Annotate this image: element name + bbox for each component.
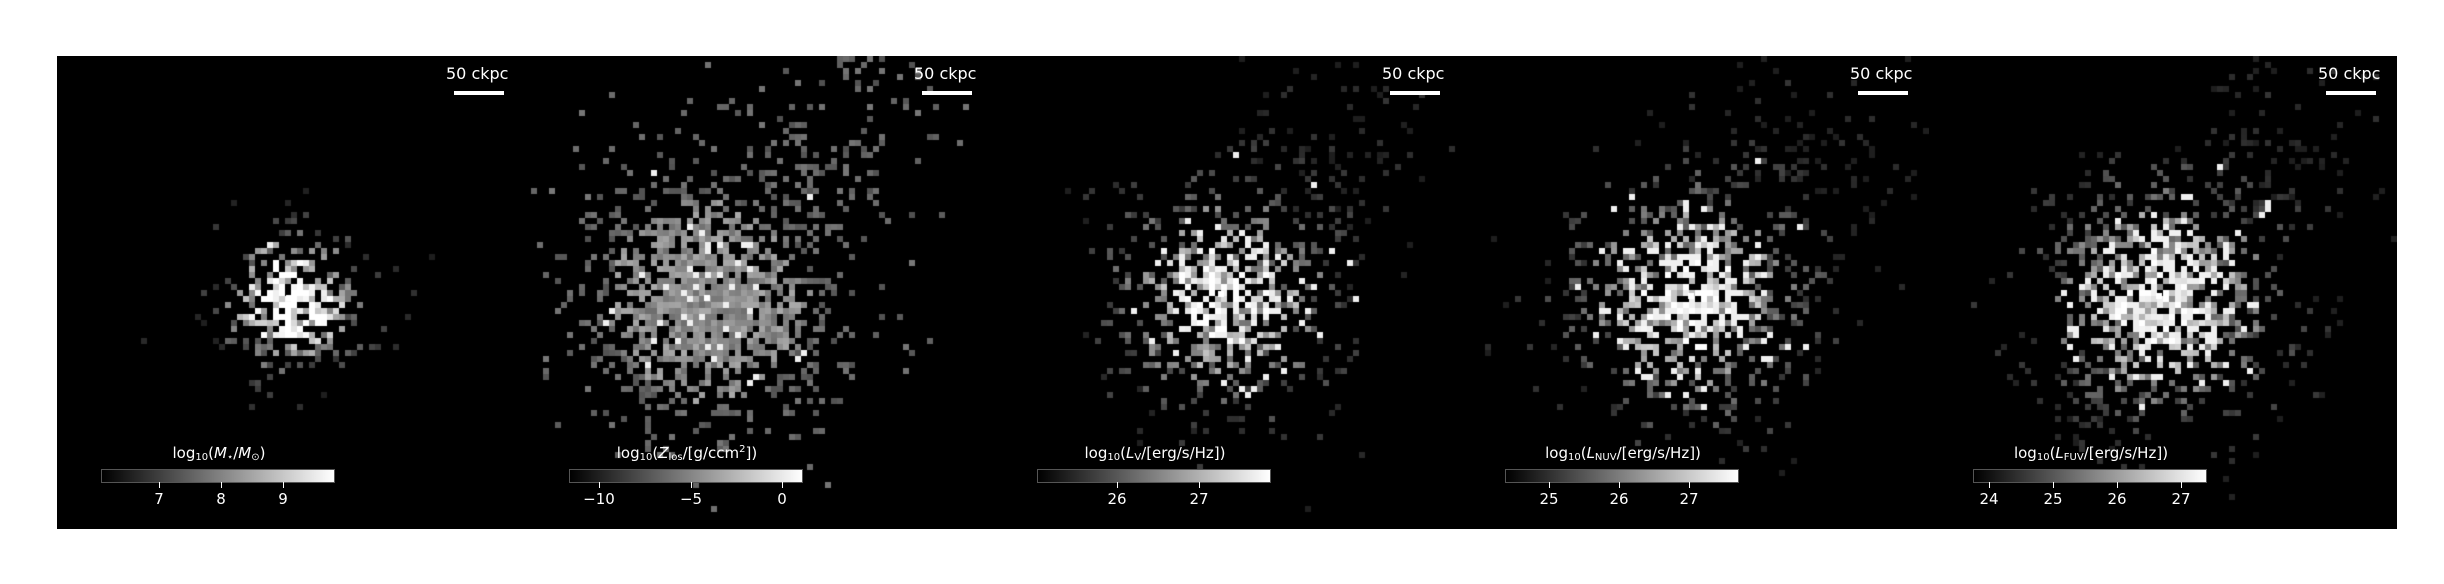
- colorbar-label: log10(LNUV/[erg/s/Hz]): [1545, 444, 1701, 463]
- colorbar-tick-label: −10: [583, 490, 615, 508]
- colorbar-tick: [283, 482, 284, 488]
- colorbar-tick-label: 26: [1609, 490, 1629, 508]
- colorbar-tick: [2053, 482, 2054, 488]
- colorbar-tick-label: 7: [154, 490, 164, 508]
- colorbar-tick-label: 26: [2107, 490, 2127, 508]
- scalebar-line: [1390, 91, 1440, 95]
- colorbar-tick-label: 27: [1189, 490, 1209, 508]
- colorbar-tick: [1199, 482, 1200, 488]
- colorbar-tick: [1689, 482, 1690, 488]
- colorbar-tick-label: 25: [1539, 490, 1559, 508]
- scalebar-line: [454, 91, 504, 95]
- colorbar-tick: [782, 482, 783, 488]
- colorbar-tick: [221, 482, 222, 488]
- image-strip: 50 ckpc log10(M⋆/M⊙) 7 8 9 50 ckpc log10…: [57, 56, 2397, 529]
- colorbar: [1973, 469, 2207, 483]
- scalebar-line: [922, 91, 972, 95]
- panel-nuv: 50 ckpc log10(LNUV/[erg/s/Hz]) 25 26 27: [1461, 56, 1929, 529]
- stellar-mass-map: [57, 56, 525, 529]
- colorbar-label: log10(M⋆/M⊙): [172, 444, 266, 463]
- colorbar-tick-label: 27: [1679, 490, 1699, 508]
- colorbar-tick: [1549, 482, 1550, 488]
- v-band-map: [993, 56, 1461, 529]
- scalebar-label: 50 ckpc: [1850, 64, 1913, 83]
- scalebar-line: [2326, 91, 2376, 95]
- colorbar-tick-label: 8: [216, 490, 226, 508]
- panel-stellar-mass: 50 ckpc log10(M⋆/M⊙) 7 8 9: [57, 56, 525, 529]
- colorbar-tick: [2181, 482, 2182, 488]
- colorbar: [1037, 469, 1271, 483]
- colorbar: [1505, 469, 1739, 483]
- colorbar-tick-label: 0: [777, 490, 787, 508]
- colorbar-tick: [1117, 482, 1118, 488]
- colorbar-tick-label: 26: [1107, 490, 1127, 508]
- colorbar: [101, 469, 335, 483]
- colorbar-tick-label: 25: [2043, 490, 2063, 508]
- colorbar-tick: [159, 482, 160, 488]
- scalebar-line: [1858, 91, 1908, 95]
- colorbar-label: log10(LFUV/[erg/s/Hz]): [2013, 444, 2169, 463]
- colorbar-tick-label: −5: [679, 490, 703, 508]
- colorbar-tick: [691, 482, 692, 488]
- panel-v-band: 50 ckpc log10(LV/[erg/s/Hz]) 26 27: [993, 56, 1461, 529]
- scalebar-label: 50 ckpc: [2318, 64, 2381, 83]
- scalebar-label: 50 ckpc: [446, 64, 509, 83]
- nuv-map: [1461, 56, 1929, 529]
- panel-metal-column: 50 ckpc log10(Zlos/[g/ccm2]) −10 −5 0: [525, 56, 993, 529]
- colorbar-tick: [2117, 482, 2118, 488]
- colorbar: [569, 469, 803, 483]
- colorbar-tick: [1619, 482, 1620, 488]
- colorbar-tick-label: 24: [1979, 490, 1999, 508]
- colorbar-tick-label: 9: [278, 490, 288, 508]
- metal-column-map: [525, 56, 993, 529]
- colorbar-tick-label: 27: [2171, 490, 2191, 508]
- colorbar-label: log10(LV/[erg/s/Hz]): [1084, 444, 1226, 463]
- colorbar-tick: [1989, 482, 1990, 488]
- panel-fuv: 50 ckpc log10(LFUV/[erg/s/Hz]) 24 25 26 …: [1929, 56, 2397, 529]
- scalebar-label: 50 ckpc: [1382, 64, 1445, 83]
- scalebar-label: 50 ckpc: [914, 64, 977, 83]
- colorbar-tick: [599, 482, 600, 488]
- fuv-map: [1929, 56, 2397, 529]
- colorbar-label: log10(Zlos/[g/ccm2]): [616, 444, 758, 463]
